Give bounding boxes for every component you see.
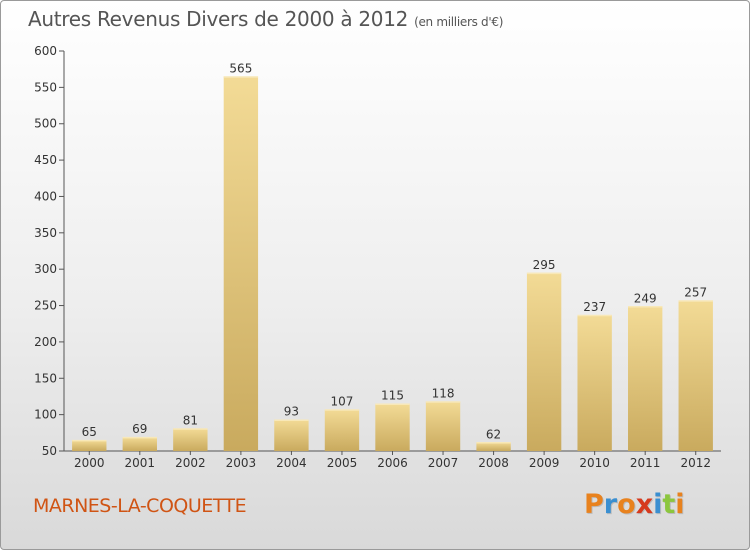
commune-name: MARNES-LA-COQUETTE bbox=[33, 495, 247, 517]
logo-letter: t bbox=[662, 489, 676, 520]
y-tick-label: 550 bbox=[34, 80, 57, 94]
x-tick-label: 2009 bbox=[529, 456, 560, 470]
bar bbox=[72, 440, 107, 451]
data-label: 257 bbox=[684, 285, 707, 299]
y-tick-label: 450 bbox=[34, 153, 57, 167]
x-tick-label: 2012 bbox=[680, 456, 711, 470]
data-label: 249 bbox=[634, 291, 657, 305]
x-tick-label: 2004 bbox=[276, 456, 307, 470]
data-label: 81 bbox=[183, 413, 198, 427]
x-tick-label: 2003 bbox=[226, 456, 257, 470]
x-tick-label: 2010 bbox=[579, 456, 610, 470]
bar bbox=[425, 401, 461, 451]
bar bbox=[375, 403, 410, 451]
chart-subtitle: (en milliers d'€) bbox=[414, 15, 504, 29]
logo-letter: i bbox=[653, 489, 663, 520]
y-tick-label: 50 bbox=[42, 444, 57, 458]
chart-title-block: Autres Revenus Divers de 2000 à 2012 (en … bbox=[28, 7, 503, 31]
bar bbox=[628, 306, 663, 451]
bar bbox=[223, 76, 259, 452]
data-label: 565 bbox=[229, 61, 252, 75]
bar bbox=[678, 300, 713, 451]
logo-letter: P bbox=[584, 489, 604, 520]
x-tick-label: 2006 bbox=[377, 456, 408, 470]
data-label: 62 bbox=[486, 427, 501, 441]
logo-letter: r bbox=[603, 489, 618, 520]
bar bbox=[526, 272, 562, 451]
x-tick-label: 2008 bbox=[478, 456, 509, 470]
y-tick-label: 400 bbox=[34, 189, 57, 203]
logo-letter: i bbox=[675, 489, 685, 520]
x-tick-label: 2005 bbox=[327, 456, 358, 470]
y-tick-label: 350 bbox=[34, 226, 57, 240]
bar bbox=[577, 315, 612, 451]
x-tick-label: 2007 bbox=[428, 456, 459, 470]
data-label: 115 bbox=[381, 389, 404, 403]
data-label: 295 bbox=[533, 258, 556, 272]
data-label: 237 bbox=[583, 300, 606, 314]
data-label: 69 bbox=[132, 422, 147, 436]
y-tick-label: 100 bbox=[34, 408, 57, 422]
bar bbox=[274, 419, 309, 451]
y-tick-label: 150 bbox=[34, 371, 57, 385]
chart-title: Autres Revenus Divers de 2000 à 2012 bbox=[28, 7, 409, 31]
bar bbox=[476, 442, 511, 451]
y-tick-label: 600 bbox=[34, 44, 57, 58]
bar bbox=[122, 437, 157, 451]
bar bbox=[173, 428, 208, 451]
y-tick-label: 500 bbox=[34, 117, 57, 131]
x-tick-label: 2002 bbox=[175, 456, 206, 470]
y-tick-label: 250 bbox=[34, 299, 57, 313]
y-tick-label: 300 bbox=[34, 262, 57, 276]
x-tick-label: 2001 bbox=[125, 456, 156, 470]
x-tick-label: 2011 bbox=[630, 456, 661, 470]
data-label: 65 bbox=[82, 425, 97, 439]
data-label: 118 bbox=[432, 387, 455, 401]
y-tick-label: 200 bbox=[34, 335, 57, 349]
x-tick-label: 2000 bbox=[74, 456, 105, 470]
logo-letter: x bbox=[635, 489, 654, 520]
proxiti-logo: Proxiti bbox=[584, 489, 685, 520]
logo-letter: o bbox=[617, 489, 636, 520]
data-label: 93 bbox=[284, 405, 299, 419]
bar bbox=[324, 409, 360, 451]
data-label: 107 bbox=[331, 395, 354, 409]
